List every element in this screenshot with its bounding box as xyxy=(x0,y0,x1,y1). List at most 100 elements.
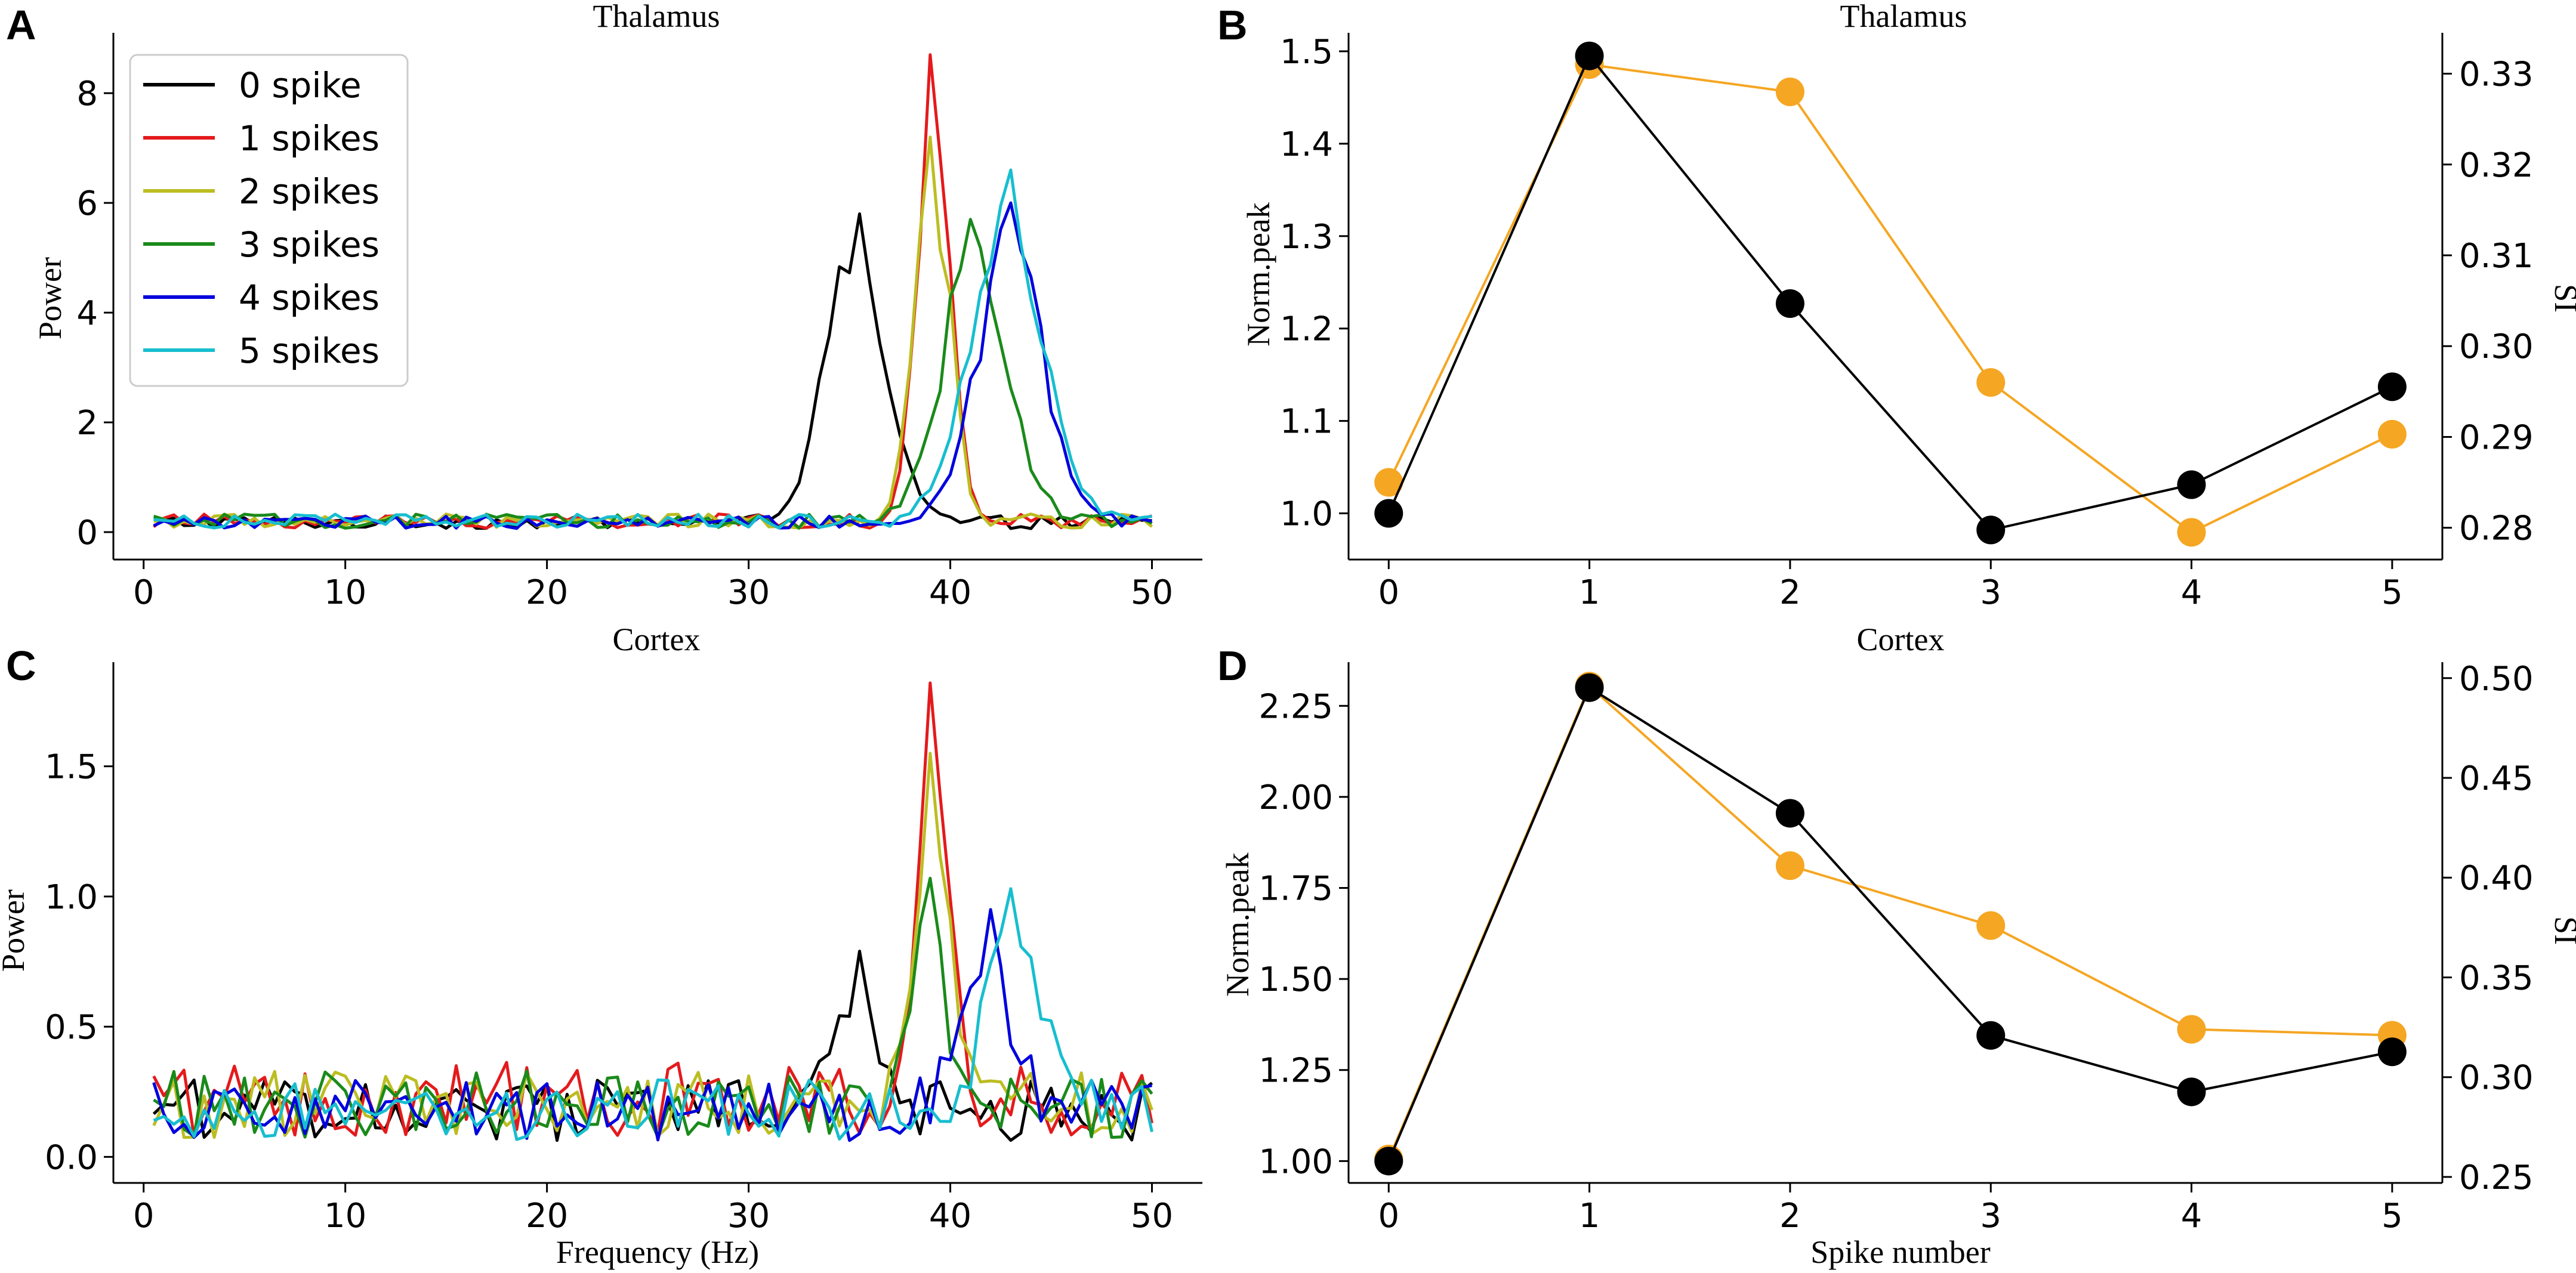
series-b xyxy=(1374,41,2407,547)
ytick-label: 0 xyxy=(76,514,98,552)
yticks-a: 0 2 4 6 8 xyxy=(76,75,113,552)
xtick-label: 40 xyxy=(929,1197,971,1235)
point-norm-2 xyxy=(1775,799,1804,828)
ytick-right-label: 0.30 xyxy=(2459,327,2534,366)
xtick-label: 20 xyxy=(526,1197,568,1235)
ylabel-right-d: SI xyxy=(2548,916,2576,945)
ytick-right-label: 0.33 xyxy=(2459,55,2534,94)
ytick-right-label: 0.25 xyxy=(2459,1158,2534,1197)
point-norm-0 xyxy=(1374,499,1403,528)
ytick-label: 0.0 xyxy=(45,1138,98,1177)
ytick-label: 1.4 xyxy=(1280,125,1333,164)
legend-label-4: 4 spikes xyxy=(239,277,380,318)
series-line-5 xyxy=(153,168,1152,530)
point-si-2 xyxy=(1775,77,1804,106)
panel-label-c: C xyxy=(6,642,36,689)
xticks-c: 0 10 20 30 40 50 xyxy=(133,1183,1173,1235)
title-b: Thalamus xyxy=(1840,0,1967,34)
ytick-label: 1.5 xyxy=(1280,33,1333,72)
xtick-label: 10 xyxy=(324,1197,366,1235)
point-si-5 xyxy=(2377,419,2407,449)
xticks-a: 0 10 20 30 40 50 xyxy=(133,560,1173,612)
xlabel-c: Frequency (Hz) xyxy=(556,1234,759,1270)
series-a xyxy=(152,53,1153,530)
point-norm-4 xyxy=(2177,1077,2206,1107)
point-norm-3 xyxy=(1976,515,2006,545)
ytick-right-label: 0.40 xyxy=(2459,859,2534,898)
ytick-label: 1.1 xyxy=(1280,403,1333,441)
ytick-label: 1.25 xyxy=(1258,1052,1333,1090)
point-si-2 xyxy=(1775,851,1804,880)
ytick-label: 2.00 xyxy=(1258,778,1333,817)
point-si-0 xyxy=(1374,468,1403,497)
series-line-4 xyxy=(153,201,1152,530)
ytick-right-label: 0.50 xyxy=(2459,660,2534,699)
xticks-b: 0 1 2 3 4 5 xyxy=(1378,560,2403,612)
point-si-3 xyxy=(1976,368,2006,397)
panel-label-b: B xyxy=(1217,2,1248,48)
ylabel-d: Norm.peak xyxy=(1220,852,1255,996)
xtick-label: 20 xyxy=(526,573,568,612)
ytick-label: 1.2 xyxy=(1280,310,1333,349)
ytick-label: 1.50 xyxy=(1258,960,1333,999)
title-c: Cortex xyxy=(613,622,701,657)
ytick-label: 1.0 xyxy=(45,878,98,917)
legend-label-1: 1 spikes xyxy=(239,118,380,159)
ylabel-c: Power xyxy=(0,889,31,972)
point-norm-5 xyxy=(2377,1037,2407,1067)
ytick-label: 1.5 xyxy=(45,748,98,787)
ytick-label: 6 xyxy=(76,184,98,223)
yticks-right-d: 0.25 0.30 0.35 0.40 0.45 0.50 xyxy=(2442,660,2534,1197)
series-line-norm xyxy=(1387,53,2393,532)
series-line-4 xyxy=(152,908,1152,1142)
ylabel-b: Norm.peak xyxy=(1241,202,1276,346)
panel-label-a: A xyxy=(6,2,36,48)
ytick-label: 1.0 xyxy=(1280,495,1333,534)
ytick-right-label: 0.28 xyxy=(2459,509,2534,548)
xtick-label: 0 xyxy=(133,1197,155,1235)
legend-a: 0 spike 1 spikes 2 spikes 3 spikes 4 spikes 5… xyxy=(129,54,409,387)
ytick-right-label: 0.29 xyxy=(2459,418,2534,457)
series-line-norm xyxy=(1387,685,2393,1162)
yticks-b: 1.0 1.1 1.2 1.3 1.4 1.5 xyxy=(1280,33,1349,534)
xtick-label: 5 xyxy=(2381,1197,2403,1235)
legend-label-0: 0 spike xyxy=(239,65,362,106)
xtick-label: 2 xyxy=(1779,573,1801,612)
panel-b: B Thalamus Norm.peak SI 0 1 2 3 4 5 1.0 1.1 1.2… xyxy=(1217,0,2576,612)
xlabel-d: Spike number xyxy=(1810,1234,1990,1270)
series-line-3 xyxy=(153,876,1153,1139)
ytick-label: 2 xyxy=(76,404,98,443)
ytick-label: 0.5 xyxy=(45,1008,98,1047)
ylabel-right-b: SI xyxy=(2548,284,2576,313)
ytick-right-label: 0.32 xyxy=(2459,146,2534,185)
series-line-1 xyxy=(152,681,1153,1138)
legend-label-3: 3 spikes xyxy=(239,224,380,265)
point-norm-3 xyxy=(1976,1021,2006,1050)
point-si-4 xyxy=(2177,518,2206,547)
legend-label-5: 5 spikes xyxy=(239,330,380,371)
xtick-label: 0 xyxy=(1378,1197,1399,1235)
xtick-label: 0 xyxy=(1378,573,1399,612)
yticks-right-b: 0.28 0.29 0.30 0.31 0.32 0.33 xyxy=(2442,55,2534,548)
xtick-label: 1 xyxy=(1579,1197,1600,1235)
ytick-label: 1.75 xyxy=(1258,870,1333,909)
point-si-3 xyxy=(1976,911,2006,940)
point-norm-1 xyxy=(1575,41,1604,70)
xtick-label: 4 xyxy=(2181,1197,2202,1235)
xticks-d: 0 1 2 3 4 5 xyxy=(1378,1183,2403,1235)
title-a: Thalamus xyxy=(593,0,720,34)
point-norm-5 xyxy=(2377,372,2407,401)
series-d xyxy=(1374,672,2407,1176)
title-d: Cortex xyxy=(1857,622,1945,657)
xtick-label: 3 xyxy=(1980,573,2001,612)
xtick-label: 30 xyxy=(727,573,770,612)
point-si-4 xyxy=(2177,1015,2206,1044)
point-norm-0 xyxy=(1374,1147,1403,1176)
xtick-label: 3 xyxy=(1980,1197,2001,1235)
xtick-label: 2 xyxy=(1779,1197,1801,1235)
point-norm-4 xyxy=(2177,470,2206,499)
ytick-label: 8 xyxy=(76,75,98,113)
panel-c: C Cortex Power Frequency (Hz) 0 10 20 30 40 5… xyxy=(0,622,1202,1270)
panel-d: D Cortex Norm.peak SI Spike number 0 1 2 3 4… xyxy=(1217,622,2576,1270)
